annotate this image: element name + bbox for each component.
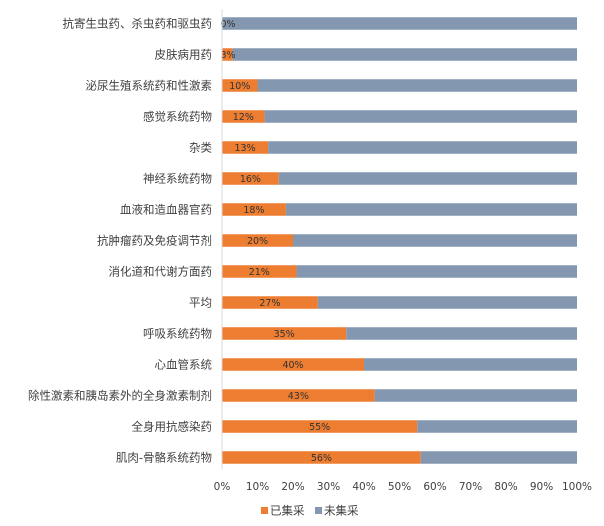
x-tick-label-3: 30% bbox=[317, 481, 340, 493]
category-labels: 抗寄生虫药、杀虫药和驱虫药皮肤病用药泌尿生殖系统药和性激素感觉系统药物杂类神经系… bbox=[28, 17, 212, 465]
bar-collected-12 bbox=[222, 389, 375, 402]
data-label-7: 20% bbox=[247, 236, 268, 247]
x-tick-label-8: 80% bbox=[494, 481, 517, 493]
bar-not-collected-6 bbox=[285, 203, 577, 216]
x-tick-label-10: 100% bbox=[562, 481, 592, 493]
legend-label-1[interactable]: 未集采 bbox=[324, 504, 359, 518]
data-label-11: 40% bbox=[282, 360, 303, 371]
data-label-4: 13% bbox=[235, 143, 256, 154]
category-label-2: 泌尿生殖系统药和性激素 bbox=[86, 79, 213, 93]
bar-not-collected-7 bbox=[293, 234, 577, 247]
bar-collected-9 bbox=[222, 296, 318, 309]
category-label-7: 抗肿瘤药及免疫调节剂 bbox=[97, 234, 212, 248]
bar-collected-13 bbox=[222, 420, 418, 433]
bar-collected-7 bbox=[222, 234, 293, 247]
legend-label-0[interactable]: 已集采 bbox=[270, 504, 305, 518]
category-label-8: 消化道和代谢方面药 bbox=[109, 265, 213, 279]
bar-not-collected-12 bbox=[374, 389, 577, 402]
category-label-12: 除性激素和胰岛素外的全身激素制剂 bbox=[28, 389, 212, 403]
bar-not-collected-13 bbox=[417, 420, 577, 433]
category-label-3: 感觉系统药物 bbox=[143, 110, 212, 124]
data-label-0: 0% bbox=[220, 19, 235, 30]
data-label-5: 16% bbox=[240, 174, 261, 185]
x-tick-label-4: 40% bbox=[352, 481, 375, 493]
x-tick-label-1: 10% bbox=[246, 481, 269, 493]
bar-collected-1 bbox=[222, 48, 233, 61]
bar-collected-14 bbox=[222, 451, 421, 464]
category-label-11: 心血管系统 bbox=[155, 358, 213, 372]
category-label-14: 肌肉-骨骼系统药物 bbox=[116, 451, 212, 465]
category-label-10: 呼吸系统药物 bbox=[143, 327, 212, 341]
category-label-13: 全身用抗感染药 bbox=[132, 420, 213, 434]
category-label-4: 杂类 bbox=[189, 141, 212, 155]
x-tick-label-6: 60% bbox=[423, 481, 446, 493]
data-label-12: 43% bbox=[288, 391, 309, 402]
bar-not-collected-3 bbox=[264, 110, 577, 123]
x-tick-label-0: 0% bbox=[214, 481, 231, 493]
category-label-6: 血液和造血器官药 bbox=[120, 203, 212, 217]
bar-not-collected-5 bbox=[278, 172, 577, 185]
data-label-14: 56% bbox=[311, 453, 332, 464]
bar-not-collected-0 bbox=[222, 17, 577, 30]
x-tick-label-5: 50% bbox=[388, 481, 411, 493]
legend-swatch-0 bbox=[261, 507, 268, 514]
bar-collected-11 bbox=[222, 358, 364, 371]
bar-not-collected-2 bbox=[257, 79, 577, 92]
data-label-8: 21% bbox=[249, 267, 270, 278]
bar-not-collected-9 bbox=[317, 296, 577, 309]
data-label-3: 12% bbox=[233, 112, 254, 123]
bar-collected-8 bbox=[222, 265, 297, 278]
data-label-1: 3% bbox=[220, 50, 235, 61]
bar-collected-3 bbox=[222, 110, 265, 123]
x-tick-label-7: 70% bbox=[459, 481, 482, 493]
data-label-13: 55% bbox=[309, 422, 330, 433]
bar-not-collected-1 bbox=[232, 48, 577, 61]
data-label-2: 10% bbox=[229, 81, 250, 92]
bar-collected-2 bbox=[222, 79, 258, 92]
bar-not-collected-10 bbox=[346, 327, 577, 340]
bar-not-collected-8 bbox=[296, 265, 577, 278]
category-label-9: 平均 bbox=[189, 296, 212, 310]
category-label-0: 抗寄生虫药、杀虫药和驱虫药 bbox=[63, 17, 213, 31]
category-label-5: 神经系统药物 bbox=[143, 172, 212, 186]
bar-collected-5 bbox=[222, 172, 279, 185]
x-tick-label-9: 90% bbox=[530, 481, 553, 493]
data-labels: 0% 3% 10% 12% 13% 16% 18% 20% 21% 27% 35% 40% 43% 55%… bbox=[220, 19, 332, 464]
data-label-10: 35% bbox=[274, 329, 295, 340]
data-label-6: 18% bbox=[243, 205, 264, 216]
bar-not-collected-4 bbox=[268, 141, 577, 154]
bar-not-collected-14 bbox=[420, 451, 577, 464]
bars-layer bbox=[222, 17, 577, 464]
bar-collected-4 bbox=[222, 141, 269, 154]
category-label-1: 皮肤病用药 bbox=[155, 48, 213, 62]
bar-collected-10 bbox=[222, 327, 347, 340]
x-axis: 0% 10% 20% 30% 40% 50% 60% 70% 80% 90% 100% bbox=[214, 9, 592, 493]
legend-swatch-1 bbox=[315, 507, 322, 514]
data-label-9: 27% bbox=[259, 298, 280, 309]
legend[interactable]: 已集采 未集采 bbox=[261, 504, 359, 518]
bar-not-collected-11 bbox=[364, 358, 577, 371]
bar-collected-6 bbox=[222, 203, 286, 216]
x-tick-label-2: 20% bbox=[281, 481, 304, 493]
